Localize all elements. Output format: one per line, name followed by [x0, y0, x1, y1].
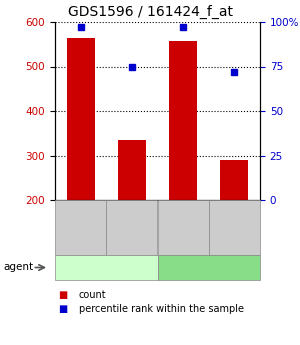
Text: GSM37114: GSM37114 [230, 203, 239, 252]
Text: PD169316: PD169316 [182, 263, 236, 273]
Text: GDS1596 / 161424_f_at: GDS1596 / 161424_f_at [68, 5, 232, 19]
Text: percentile rank within the sample: percentile rank within the sample [79, 304, 244, 314]
Text: ■: ■ [58, 304, 67, 314]
Text: GSM37113: GSM37113 [178, 203, 188, 252]
Text: GSM37111: GSM37111 [76, 203, 85, 252]
Text: count: count [79, 290, 106, 300]
Text: agent: agent [3, 263, 33, 273]
Bar [118, 140, 146, 200]
Text: GSM37112: GSM37112 [128, 203, 136, 252]
Bar [67, 38, 95, 200]
Bar [169, 41, 197, 200]
Text: ■: ■ [58, 290, 67, 300]
Text: untreated: untreated [81, 263, 132, 273]
Bar [220, 160, 248, 200]
